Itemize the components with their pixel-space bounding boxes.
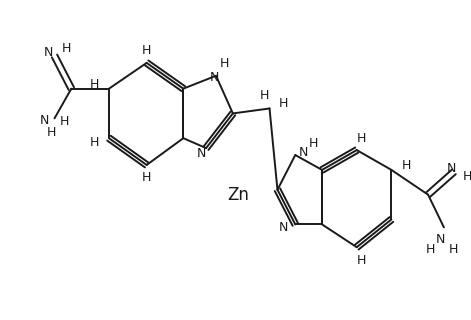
Text: N: N <box>447 163 456 175</box>
Text: N: N <box>40 114 49 127</box>
Text: H: H <box>463 170 471 183</box>
Text: H: H <box>309 137 318 150</box>
Text: H: H <box>60 115 69 128</box>
Text: H: H <box>142 171 151 184</box>
Text: N: N <box>279 221 288 234</box>
Text: Zn: Zn <box>227 186 249 204</box>
Text: H: H <box>89 136 99 149</box>
Text: N: N <box>196 147 206 160</box>
Text: H: H <box>357 253 366 267</box>
Text: H: H <box>219 57 228 70</box>
Text: H: H <box>62 42 71 54</box>
Text: H: H <box>89 78 99 91</box>
Text: H: H <box>402 159 411 172</box>
Text: H: H <box>279 97 288 110</box>
Text: N: N <box>209 71 219 84</box>
Text: N: N <box>299 146 308 159</box>
Text: H: H <box>449 243 459 256</box>
Text: H: H <box>142 44 151 58</box>
Text: H: H <box>425 243 435 256</box>
Text: N: N <box>435 233 445 246</box>
Text: H: H <box>260 89 269 102</box>
Text: H: H <box>357 132 366 145</box>
Text: N: N <box>44 46 53 60</box>
Text: H: H <box>47 126 56 139</box>
